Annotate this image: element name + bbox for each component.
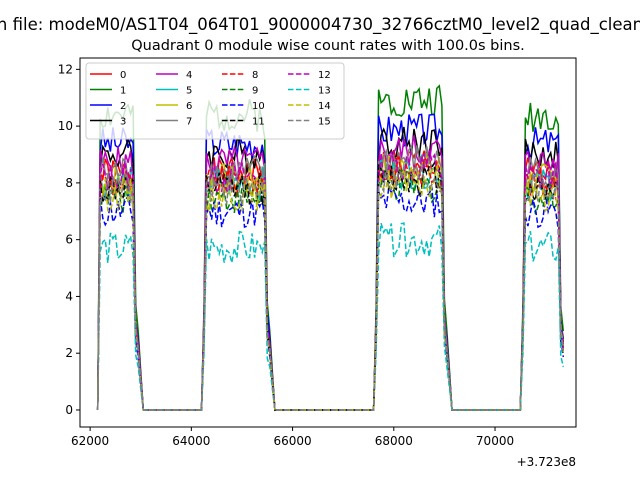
plot-frame	[79, 57, 577, 428]
x-offset-label: +3.723e8	[517, 455, 576, 469]
legend-label: 7	[186, 117, 192, 128]
legend-label: 12	[318, 70, 331, 81]
chart-title: Quadrant 0 module wise count rates with …	[131, 38, 525, 54]
legend-label: 9	[252, 86, 258, 97]
y-tick-label: 4	[65, 289, 73, 303]
legend-label: 13	[318, 86, 331, 97]
legend-label: 6	[186, 101, 192, 112]
chart-suptitle: n file: modeM0/AS1T04_064T01_9000004730_…	[0, 15, 640, 35]
y-tick-label: 12	[58, 62, 73, 76]
x-tick-label: 64000	[172, 434, 210, 448]
series-line-15	[96, 164, 565, 411]
y-tick-label: 8	[65, 176, 73, 190]
legend-label: 0	[120, 70, 126, 81]
legend-label: 3	[120, 117, 126, 128]
legend-label: 15	[318, 117, 331, 128]
legend-label: 14	[318, 101, 331, 112]
legend-label: 5	[186, 86, 192, 97]
x-axis: 62000 64000 66000 68000 70000	[71, 427, 514, 448]
legend-label: 2	[120, 101, 126, 112]
x-tick-label: 68000	[375, 434, 413, 448]
legend-label: 8	[252, 70, 258, 81]
legend-label: 11	[252, 117, 265, 128]
y-tick-label: 0	[65, 403, 73, 417]
legend-label: 4	[186, 70, 192, 81]
y-tick-label: 2	[65, 346, 73, 360]
y-tick-label: 10	[58, 119, 73, 133]
legend-box	[85, 62, 345, 140]
x-tick-label: 66000	[273, 434, 311, 448]
series-layer	[96, 84, 565, 411]
legend-label: 1	[120, 86, 126, 97]
legend-label: 10	[252, 101, 265, 112]
x-tick-label: 70000	[476, 434, 514, 448]
y-axis: 0 2 4 6 8 10 12	[58, 62, 80, 417]
x-tick-label: 62000	[71, 434, 109, 448]
y-tick-label: 6	[65, 233, 73, 247]
